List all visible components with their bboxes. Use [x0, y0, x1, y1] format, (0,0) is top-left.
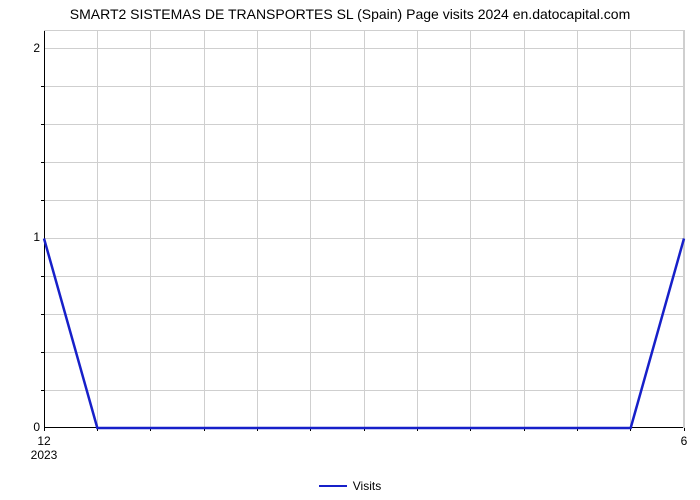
chart-container: SMART2 SISTEMAS DE TRANSPORTES SL (Spain…	[0, 0, 700, 500]
legend: Visits	[0, 478, 700, 493]
x-tick-label: 6	[664, 434, 700, 448]
x-major-tick	[44, 428, 45, 431]
plot-area	[44, 30, 684, 428]
chart-title: SMART2 SISTEMAS DE TRANSPORTES SL (Spain…	[0, 6, 700, 22]
y-tick-label: 2	[16, 41, 40, 55]
legend-swatch	[319, 485, 347, 488]
legend-label: Visits	[353, 479, 381, 493]
y-tick-label: 1	[16, 230, 40, 244]
x-tick-label: 12	[24, 434, 64, 448]
y-tick-label: 0	[16, 420, 40, 434]
x-major-tick	[684, 428, 685, 431]
series-line	[44, 30, 684, 428]
x-tick-sublabel: 2023	[24, 448, 64, 462]
